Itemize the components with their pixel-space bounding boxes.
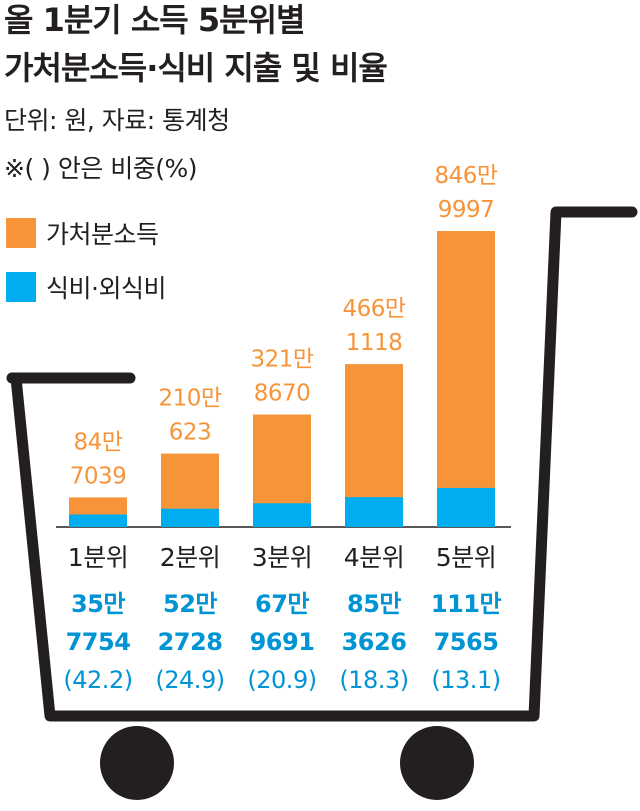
category-label-3: 3분위 (252, 543, 312, 572)
unit-source-note: 단위: 원, 자료: 통계청 (4, 106, 230, 135)
income-label-3-line2: 8670 (254, 381, 311, 407)
food-value-label-1-line2: 7754 (66, 628, 131, 656)
income-label-2-line2: 623 (169, 420, 211, 446)
category-label-1: 1분위 (68, 543, 128, 572)
income-label-1-line1: 84만 (74, 429, 123, 455)
value-labels: 84만 7039 1분위 35만 7754 (42.2) 210만 623 2분위 52만 2728… (63, 163, 502, 694)
parenthesis-note: ※( ) 안은 비중(%) (4, 154, 198, 183)
cart-body-frame (10, 206, 638, 722)
food-value-label-2-line2: 2728 (158, 628, 223, 656)
food-share-label-1: (42.2) (63, 666, 132, 694)
food-share-label-3: (20.9) (247, 666, 316, 694)
income-label-3-line1: 321만 (250, 347, 313, 373)
income-label-1-line2: 7039 (70, 463, 127, 489)
cart-wheel-right (400, 726, 474, 800)
cart-wheel-left (100, 726, 174, 800)
category-label-2: 2분위 (160, 543, 220, 572)
food-share-label-4: (18.3) (339, 666, 408, 694)
bar-series (69, 231, 495, 527)
income-label-4-line1: 466만 (342, 296, 405, 322)
legend-item-food: 식비·외식비 (6, 270, 166, 304)
food-value-label-4-line2: 3626 (342, 628, 407, 656)
category-label-4: 4분위 (344, 543, 404, 572)
legend-label-income: 가처분소득 (46, 220, 159, 249)
category-label-5: 5분위 (436, 543, 496, 572)
bar-food-2 (161, 508, 219, 527)
income-label-5-line2: 9997 (438, 197, 495, 223)
bar-food-3 (253, 503, 311, 527)
legend-swatch-income (6, 218, 36, 248)
bar-income-5 (437, 231, 495, 527)
food-value-label-3-line2: 9691 (250, 628, 315, 656)
bar-food-4 (345, 497, 403, 527)
income-label-2-line1: 210만 (158, 386, 221, 412)
legend-item-income: 가처분소득 (6, 216, 159, 250)
food-share-label-2: (24.9) (155, 666, 224, 694)
bar-food-1 (69, 514, 127, 527)
legend-swatch-food (6, 272, 36, 302)
food-value-label-2-line1: 52만 (163, 590, 217, 618)
food-value-label-5-line2: 7565 (434, 628, 499, 656)
food-share-label-5: (13.1) (431, 666, 500, 694)
food-value-label-5-line1: 111만 (431, 590, 502, 618)
bar-food-5 (437, 487, 495, 527)
income-label-5-line1: 846만 (434, 163, 497, 189)
shopping-cart-graphic (6, 206, 638, 800)
chart-title-line2: 가처분소득·식비 지출 및 비율 (4, 49, 388, 87)
food-value-label-4-line1: 85만 (347, 590, 401, 618)
food-value-label-3-line1: 67만 (255, 590, 309, 618)
income-label-4-line2: 1118 (346, 330, 403, 356)
legend-label-food: 식비·외식비 (46, 274, 166, 303)
food-value-label-1-line1: 35만 (71, 590, 125, 618)
chart-title-line1: 올 1분기 소득 5분위별 (4, 1, 305, 39)
